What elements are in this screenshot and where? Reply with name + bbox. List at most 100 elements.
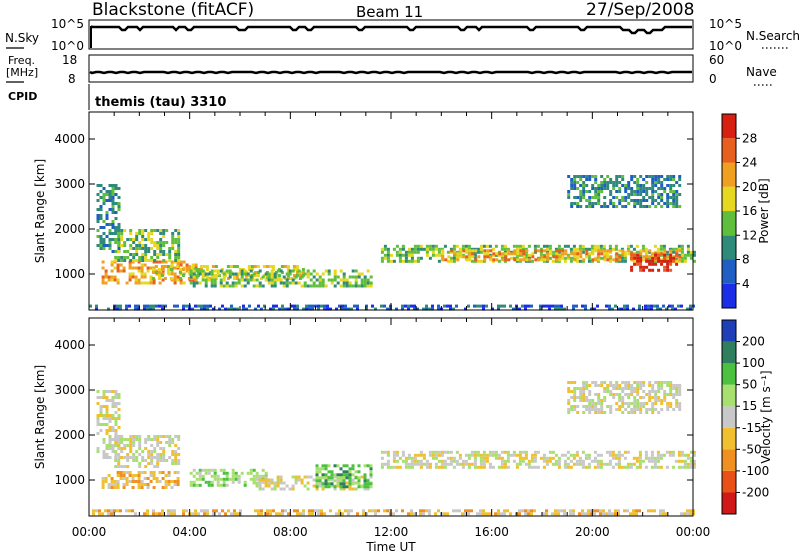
data-cell [192,281,196,285]
data-cell [129,441,133,444]
data-cell [96,220,100,223]
data-cell [114,438,118,441]
data-cell [192,474,196,478]
data-cell [281,307,284,311]
data-cell [563,509,566,513]
data-cell [626,450,630,454]
data-cell [575,450,579,454]
data-cell [603,187,607,190]
data-cell [579,393,583,396]
nsky-tick-high: 10^5 [51,17,84,31]
data-cell [333,269,337,273]
data-cell [464,512,467,516]
data-cell [677,304,680,308]
data-cell [222,275,226,279]
data-cell [615,190,619,193]
data-cell [119,509,122,513]
data-cell [614,453,618,457]
data-cell [663,253,667,257]
data-cell [669,387,673,390]
data-cell [662,453,666,457]
data-cell [603,181,607,184]
data-cell [345,476,349,480]
data-cell [200,304,203,308]
data-cell [221,304,224,308]
data-cell [105,417,109,420]
data-cell [651,405,655,408]
data-cell [593,307,596,311]
data-cell [144,244,148,247]
data-cell [140,486,144,489]
data-cell [491,450,495,454]
data-cell [252,272,256,276]
data-cell [167,512,170,516]
data-cell [146,512,149,516]
data-cell [645,265,649,269]
data-cell [621,405,625,408]
data-cell [642,187,646,190]
data-cell [638,304,641,308]
data-cell [102,187,106,190]
data-cell [467,512,470,516]
data-cell [500,459,504,463]
data-cell [653,462,657,466]
data-cell [329,307,332,311]
data-cell [351,275,355,279]
data-cell [138,241,142,244]
data-cell [273,275,277,279]
data-cell [257,512,260,516]
data-cell [615,402,619,405]
data-cell [626,244,630,248]
data-cell [615,252,619,256]
data-cell [170,480,174,483]
data-cell [627,393,631,396]
colorbar-swatch [722,114,736,139]
data-cell [210,272,214,276]
data-cell [131,480,135,483]
data-cell [119,477,123,480]
data-cell [255,481,259,485]
data-cell [593,244,597,248]
data-cell [155,512,158,516]
data-cell [108,184,112,187]
data-cell [654,181,658,184]
data-cell [225,474,229,478]
data-cell [182,512,185,516]
data-cell [404,256,408,260]
data-cell [446,450,450,454]
data-cell [324,467,328,471]
colorbar-swatch [722,138,736,163]
data-cell [174,253,178,256]
data-cell [603,396,607,399]
data-cell [674,259,678,263]
data-cell [425,253,429,257]
data-cell [452,259,456,263]
y-tick-label: 4000 [54,338,85,352]
data-cell [609,193,613,196]
data-cell [545,459,549,463]
data-cell [327,278,331,282]
data-cell [476,304,479,308]
data-cell [135,438,139,441]
data-cell [669,196,673,199]
data-cell [597,184,601,187]
data-cell [243,269,247,273]
data-cell [666,405,670,408]
data-cell [195,477,199,481]
data-cell [102,441,106,444]
data-cell [633,181,637,184]
data-cell [582,393,586,396]
data-cell [224,307,227,311]
data-cell [431,250,435,254]
data-cell [576,405,580,408]
data-cell [461,244,465,248]
data-cell [567,408,571,411]
data-cell [638,465,642,469]
data-cell [195,269,199,273]
data-cell [600,402,604,405]
data-cell [342,278,346,282]
data-cell [524,253,528,257]
data-cell [226,265,230,268]
data-cell [587,462,591,466]
data-cell [560,509,563,513]
